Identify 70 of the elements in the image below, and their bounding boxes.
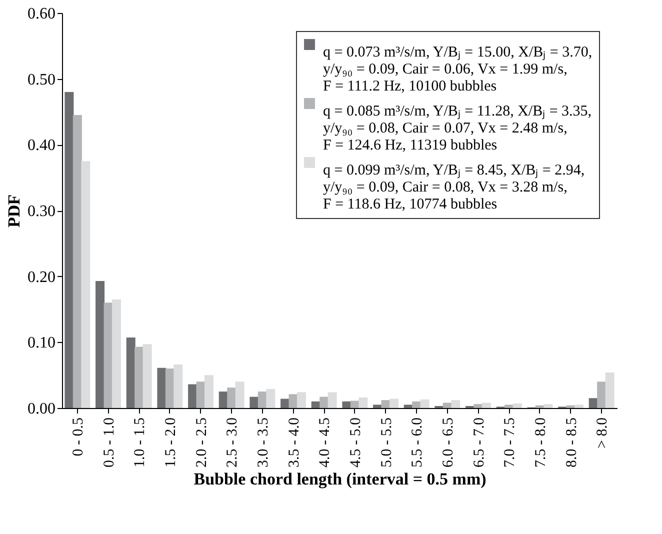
- bar: [482, 402, 491, 408]
- x-tick-label: 0.5 - 1.0: [101, 418, 118, 468]
- x-axis-title: Bubble chord length (interval = 0.5 mm): [194, 469, 486, 488]
- x-tick-label: 1.5 - 2.0: [162, 418, 179, 468]
- bar: [544, 404, 553, 408]
- bar: [288, 394, 298, 408]
- x-tick-label: 8.0 - 8.5: [564, 418, 580, 468]
- bar: [64, 92, 74, 408]
- y-tick-label: 0.50: [28, 71, 56, 88]
- y-tick-label: 0.00: [28, 400, 56, 418]
- x-tick-label: 5.0 - 5.5: [378, 418, 395, 468]
- bar: [381, 400, 390, 408]
- y-axis-title: PDF: [4, 194, 24, 228]
- x-tick-label: 2.5 - 3.0: [224, 418, 241, 468]
- bar: [504, 404, 514, 408]
- bar: [174, 364, 183, 408]
- bar: [296, 392, 306, 408]
- y-tick-label: 0.20: [28, 268, 56, 286]
- legend-label: q = 0.073 m³/s/m, Y/Bⱼ = 15.00, X/Bⱼ = 3.70, y/y₉₀ = 0.09, Cair = 0.06, Vx = 1.99 m/s, F = 111.2 Hz, 10100 bubbles: [323, 44, 592, 94]
- bar: [512, 403, 522, 408]
- bar: [81, 161, 90, 408]
- x-tick-label: 3.0 - 3.5: [255, 418, 272, 468]
- x-tick-label: 4.0 - 4.5: [317, 418, 334, 468]
- x-tick-label: 7.0 - 7.5: [502, 418, 518, 468]
- bar: [342, 401, 352, 408]
- x-tick-label: 5.5 - 6.0: [410, 418, 426, 468]
- bar: [420, 399, 430, 408]
- bar: [597, 382, 606, 408]
- bar: [227, 388, 236, 408]
- bar: [412, 401, 422, 408]
- bar: [442, 402, 452, 408]
- x-tick-label: 3.5 - 4.0: [286, 418, 302, 468]
- bar: [451, 400, 460, 408]
- bar: [134, 346, 144, 408]
- bar: [96, 280, 105, 408]
- bar: [474, 404, 483, 408]
- x-tick-label: 0 - 0.5: [70, 418, 86, 456]
- bar: [574, 404, 584, 408]
- x-tick-label: 6.5 - 7.0: [471, 418, 488, 468]
- x-tick-label: 1.0 - 1.5: [132, 418, 148, 468]
- bar: [250, 396, 259, 408]
- bar: [389, 398, 398, 408]
- x-tick-label: 2.0 - 2.5: [194, 418, 210, 468]
- y-tick-label: 0.10: [28, 334, 56, 352]
- bar: [328, 392, 337, 408]
- y-tick-label: 0.40: [28, 137, 56, 154]
- bar: [588, 398, 598, 408]
- bar: [280, 398, 290, 408]
- bar: [373, 404, 382, 408]
- bar: [266, 388, 276, 408]
- bar: [157, 368, 166, 408]
- bar: [188, 384, 198, 408]
- bar: [235, 382, 244, 408]
- bar: [404, 404, 413, 408]
- bar: [320, 396, 329, 408]
- y-tick-label: 0.30: [28, 203, 56, 220]
- bar: [126, 338, 136, 408]
- bar: [142, 344, 152, 408]
- y-tick-label: 0.60: [28, 6, 56, 22]
- bar: [72, 115, 82, 408]
- bar: [358, 397, 368, 408]
- x-tick-label: 4.5 - 5.0: [348, 418, 364, 468]
- x-tick-label: 6.0 - 6.5: [440, 418, 456, 468]
- bar: [112, 299, 121, 408]
- x-tick-label: > 8.0: [594, 418, 611, 448]
- legend-label: q = 0.085 m³/s/m, Y/Bⱼ = 11.28, X/Bⱼ = 3.35, y/y₉₀ = 0.08, Cair = 0.07, Vx = 2.48 m/s, F = 124.6 Hz, 11319 bubbles: [323, 104, 592, 154]
- bar: [204, 375, 214, 408]
- legend-label: q = 0.099 m³/s/m, Y/Bⱼ = 8.45, X/Bⱼ = 2.94, y/y₉₀ = 0.09, Cair = 0.08, Vx = 3.28 m/s, F = 118.6 Hz, 10774 bubbles: [323, 162, 585, 212]
- x-tick-label: 7.5 - 8.0: [532, 418, 549, 468]
- bar: [605, 372, 614, 408]
